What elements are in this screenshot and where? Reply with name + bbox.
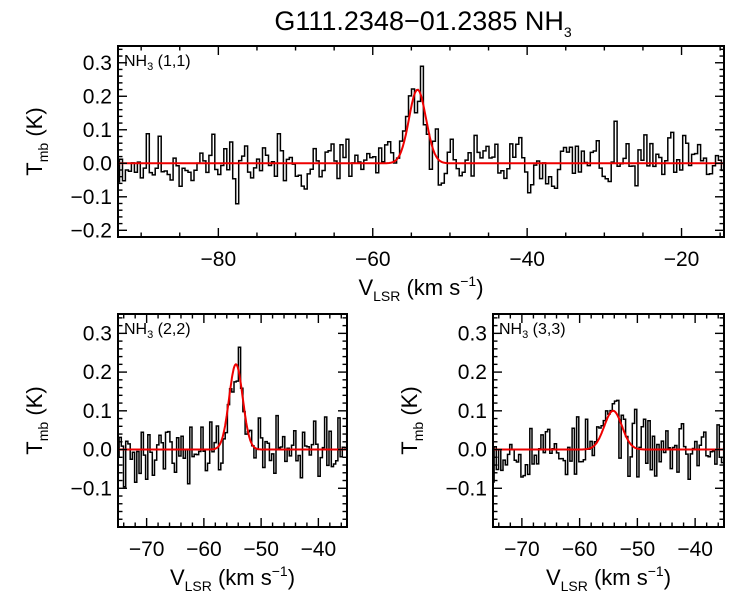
y-axis-label-sub: mb bbox=[35, 422, 51, 442]
y-tick-label: 0.1 bbox=[83, 400, 112, 423]
y-axis-label-unit: (K) bbox=[22, 107, 47, 142]
panel-label-tail: (2,2) bbox=[153, 321, 190, 338]
plot-frame bbox=[492, 313, 725, 528]
x-tick-label: −60 bbox=[355, 248, 391, 271]
panel-label-tail: (3,3) bbox=[528, 321, 565, 338]
gaussian-fit-line bbox=[118, 363, 347, 451]
x-axis-label: VLSR (km s−1) bbox=[546, 563, 671, 594]
plot-frame bbox=[117, 45, 725, 238]
x-axis-label: VLSR (km s−1) bbox=[170, 563, 295, 594]
y-axis-label: Tmb (K) bbox=[22, 386, 51, 454]
x-axis-label-main: V bbox=[170, 565, 185, 590]
y-tick-label: 0.0 bbox=[83, 152, 112, 175]
spectrum-line bbox=[118, 346, 347, 488]
y-tick-label: 0.2 bbox=[458, 361, 487, 384]
x-axis-label-sub: LSR bbox=[561, 578, 588, 594]
x-axis-label-close: ) bbox=[288, 565, 295, 590]
y-tick-label: −0.1 bbox=[71, 477, 112, 500]
y-axis-label-main: T bbox=[397, 441, 422, 454]
y-tick-label: −0.2 bbox=[71, 219, 112, 242]
x-tick-label: −60 bbox=[562, 538, 598, 561]
spectrum-line bbox=[118, 65, 724, 205]
panel-nh3-11: −80 −60 −40 −20 −0.2 −0.1 0.0 0.1 0.2 0.3 NH3 (1,1… bbox=[22, 45, 725, 304]
panel-nh3-22: −70 −60 −50 −40 −0.1 0.0 0.1 0.2 0.3 NH3 (2,2) VLS… bbox=[22, 313, 348, 594]
x-tick-label: −40 bbox=[677, 538, 713, 561]
x-axis-label-sub: LSR bbox=[185, 578, 212, 594]
x-tick-label: −40 bbox=[509, 248, 545, 271]
y-axis-label-sub: mb bbox=[410, 422, 426, 442]
y-axis-label-unit: (K) bbox=[397, 386, 422, 421]
spectrum-line bbox=[493, 399, 724, 483]
y-tick-label: 0.1 bbox=[458, 400, 487, 423]
y-axis-label: Tmb (K) bbox=[22, 107, 51, 175]
chart-title: G111.2348−01.2385 NH3 bbox=[274, 6, 571, 40]
x-axis-label-unit: (km s bbox=[588, 565, 648, 590]
y-tick-label: −0.1 bbox=[71, 186, 112, 209]
y-axis-label-unit: (K) bbox=[22, 386, 47, 421]
y-tick-label: 0.2 bbox=[83, 361, 112, 384]
x-tick-label: −40 bbox=[301, 538, 337, 561]
panel-nh3-33: −70 −60 −50 −40 −0.1 0.0 0.1 0.2 0.3 NH3 (3,3) VLS… bbox=[397, 313, 725, 594]
x-axis-label-unit: (km s bbox=[212, 565, 272, 590]
plot-frame bbox=[117, 313, 348, 528]
x-axis-label-sub: LSR bbox=[373, 288, 400, 304]
y-tick-label: 0.2 bbox=[83, 85, 112, 108]
x-tick-label: −50 bbox=[620, 538, 656, 561]
panel-label-sub: 3 bbox=[147, 61, 153, 73]
gaussian-fit-line bbox=[493, 409, 724, 451]
x-axis-label-unit: (km s bbox=[400, 275, 460, 300]
panel-label-sub: 3 bbox=[522, 329, 528, 341]
x-axis-label: VLSR (km s−1) bbox=[358, 273, 483, 304]
x-tick-label: −60 bbox=[186, 538, 222, 561]
x-axis-label-close: ) bbox=[664, 565, 671, 590]
x-axis-label-main: V bbox=[358, 275, 373, 300]
y-tick-label: −0.1 bbox=[446, 477, 487, 500]
panel-label-main: NH bbox=[499, 321, 522, 338]
panel-label-tail: (1,1) bbox=[153, 53, 190, 70]
y-tick-label: 0.1 bbox=[83, 119, 112, 142]
x-axis-label-sup: −1 bbox=[460, 273, 476, 289]
x-tick-label: −20 bbox=[664, 248, 700, 271]
x-axis-label-main: V bbox=[546, 565, 561, 590]
panel-label-main: NH bbox=[124, 53, 147, 70]
gaussian-fit-line bbox=[118, 88, 724, 165]
y-tick-label: 0.3 bbox=[83, 322, 112, 345]
x-tick-label: −70 bbox=[504, 538, 540, 561]
y-tick-label: 0.0 bbox=[83, 439, 112, 462]
panel-label: NH3 (2,2) bbox=[124, 321, 191, 341]
y-tick-label: 0.3 bbox=[458, 322, 487, 345]
x-axis-label-sup: −1 bbox=[272, 563, 288, 579]
y-axis-label: Tmb (K) bbox=[397, 386, 426, 454]
x-tick-label: −70 bbox=[129, 538, 165, 561]
y-axis-label-sub: mb bbox=[35, 143, 51, 163]
panel-label: NH3 (3,3) bbox=[499, 321, 566, 341]
x-axis-label-close: ) bbox=[476, 275, 483, 300]
panel-label-main: NH bbox=[124, 321, 147, 338]
y-tick-label: 0.0 bbox=[458, 439, 487, 462]
panel-label: NH3 (1,1) bbox=[124, 53, 191, 73]
y-axis-label-main: T bbox=[22, 441, 47, 454]
x-tick-label: −80 bbox=[201, 248, 237, 271]
x-tick-label: −50 bbox=[243, 538, 279, 561]
y-axis-label-main: T bbox=[22, 162, 47, 175]
x-axis-label-sup: −1 bbox=[648, 563, 664, 579]
panel-label-sub: 3 bbox=[147, 329, 153, 341]
y-tick-label: 0.3 bbox=[83, 52, 112, 75]
